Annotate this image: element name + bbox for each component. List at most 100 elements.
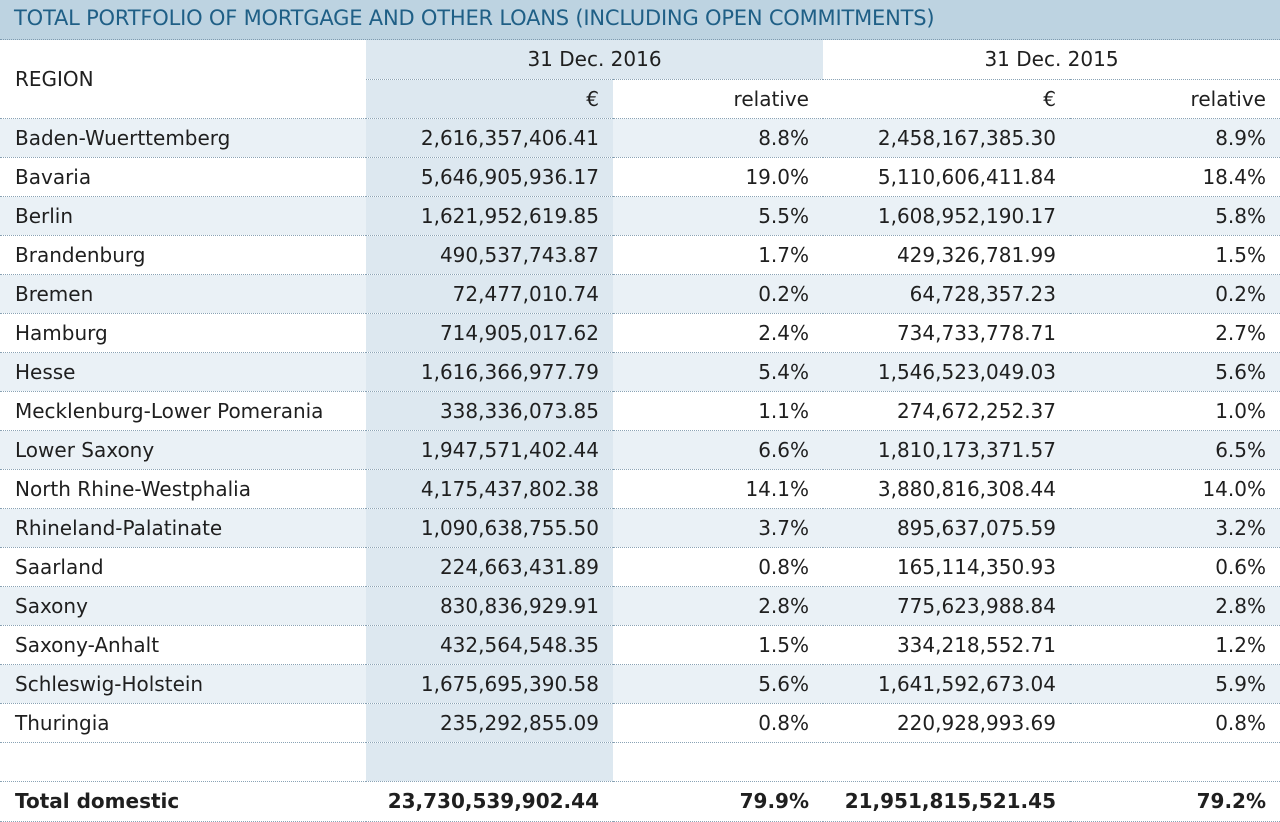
eur-2015-cell: 274,672,252.37 xyxy=(823,391,1070,431)
table-row: North Rhine-Westphalia 4,175,437,802.38 14… xyxy=(0,469,1280,509)
region-name: Saxony xyxy=(0,586,366,626)
eur-2016-cell: 1,616,366,977.79 xyxy=(366,352,613,392)
eur-2015-cell: 220,928,993.69 xyxy=(823,703,1070,743)
table-title: TOTAL PORTFOLIO OF MORTGAGE AND OTHER LO… xyxy=(14,6,935,30)
relative-2016-cell: 0.2% xyxy=(613,274,823,314)
eur-2015-cell: 165,114,350.93 xyxy=(823,547,1070,587)
relative-2015-cell: 14.0% xyxy=(1070,469,1280,509)
spacer-row xyxy=(0,742,1280,782)
relative-2015-cell: 1.2% xyxy=(1070,625,1280,665)
relative-2016-cell: 2.8% xyxy=(613,586,823,626)
relative-2015-cell: 8.9% xyxy=(1070,118,1280,158)
relative-2016-cell: 0.8% xyxy=(613,703,823,743)
relative-2015-header: relative xyxy=(1070,79,1280,119)
relative-2016-cell: 0.8% xyxy=(613,547,823,587)
eur-2016-cell: 235,292,855.09 xyxy=(366,703,613,743)
relative-2015-cell: 0.2% xyxy=(1070,274,1280,314)
table-row: Baden-Wuerttemberg 2,616,357,406.41 8.8% 2,… xyxy=(0,118,1280,158)
eur-2016-cell: 1,090,638,755.50 xyxy=(366,508,613,548)
relative-2015-cell: 1.5% xyxy=(1070,235,1280,275)
table-row: Berlin 1,621,952,619.85 5.5% 1,608,952,190.… xyxy=(0,196,1280,236)
total-row: Total domestic 23,730,539,902.44 79.9% 2… xyxy=(0,781,1280,822)
year-2015-header: 31 Dec. 2015 xyxy=(823,40,1280,80)
relative-2015-cell: 18.4% xyxy=(1070,157,1280,197)
eur-2015-cell: 734,733,778.71 xyxy=(823,313,1070,353)
region-name: Saxony-Anhalt xyxy=(0,625,366,665)
eur-2015-cell: 3,880,816,308.44 xyxy=(823,469,1070,509)
region-name: Hamburg xyxy=(0,313,366,353)
eur-2015-cell: 334,218,552.71 xyxy=(823,625,1070,665)
table-row: Brandenburg 490,537,743.87 1.7% 429,326,781… xyxy=(0,235,1280,275)
year-2016-header: 31 Dec. 2016 xyxy=(366,40,823,80)
relative-2016-cell: 1.1% xyxy=(613,391,823,431)
eur-2016-cell: 4,175,437,802.38 xyxy=(366,469,613,509)
region-name: Saarland xyxy=(0,547,366,587)
eur-2015-cell: 1,641,592,673.04 xyxy=(823,664,1070,704)
region-name: Rhineland-Palatinate xyxy=(0,508,366,548)
relative-2015-cell: 5.6% xyxy=(1070,352,1280,392)
relative-2016-cell: 1.5% xyxy=(613,625,823,665)
relative-2015-cell: 1.0% xyxy=(1070,391,1280,431)
total-label: Total domestic xyxy=(0,781,366,822)
eur-2016-cell: 1,947,571,402.44 xyxy=(366,430,613,470)
relative-2016-cell: 3.7% xyxy=(613,508,823,548)
eur-2016-cell: 1,675,695,390.58 xyxy=(366,664,613,704)
total-relative-2016: 79.9% xyxy=(613,781,823,822)
relative-2016-cell: 6.6% xyxy=(613,430,823,470)
relative-2016-cell: 5.6% xyxy=(613,664,823,704)
relative-2016-cell: 2.4% xyxy=(613,313,823,353)
relative-2016-cell: 19.0% xyxy=(613,157,823,197)
relative-2015-cell: 2.7% xyxy=(1070,313,1280,353)
relative-2015-cell: 3.2% xyxy=(1070,508,1280,548)
table-row: Bremen 72,477,010.74 0.2% 64,728,357.23 0.2% xyxy=(0,274,1280,314)
table-row: Bavaria 5,646,905,936.17 19.0% 5,110,606,41… xyxy=(0,157,1280,197)
total-relative-2015: 79.2% xyxy=(1070,781,1280,822)
relative-2015-cell: 5.9% xyxy=(1070,664,1280,704)
table-row: Saxony-Anhalt 432,564,548.35 1.5% 334,218,5… xyxy=(0,625,1280,665)
eur-2015-cell: 895,637,075.59 xyxy=(823,508,1070,548)
region-column-header: REGION xyxy=(0,40,366,119)
spacer-cell xyxy=(0,742,366,782)
region-name: Brandenburg xyxy=(0,235,366,275)
relative-2015-cell: 6.5% xyxy=(1070,430,1280,470)
relative-2015-cell: 5.8% xyxy=(1070,196,1280,236)
eur-2015-cell: 5,110,606,411.84 xyxy=(823,157,1070,197)
region-name: Bavaria xyxy=(0,157,366,197)
total-eur-2016: 23,730,539,902.44 xyxy=(366,781,613,822)
eur-2015-cell: 64,728,357.23 xyxy=(823,274,1070,314)
eur-2016-cell: 1,621,952,619.85 xyxy=(366,196,613,236)
table-row: Mecklenburg-Lower Pomerania 338,336,073.8… xyxy=(0,391,1280,431)
table-row: Lower Saxony 1,947,571,402.44 6.6% 1,810,17… xyxy=(0,430,1280,470)
region-name: Mecklenburg-Lower Pomerania xyxy=(0,391,366,431)
relative-2016-cell: 5.5% xyxy=(613,196,823,236)
region-name: Hesse xyxy=(0,352,366,392)
relative-2015-cell: 2.8% xyxy=(1070,586,1280,626)
eur-2015-cell: 1,810,173,371.57 xyxy=(823,430,1070,470)
table-row: Schleswig-Holstein 1,675,695,390.58 5.6% 1,… xyxy=(0,664,1280,704)
region-name: Baden-Wuerttemberg xyxy=(0,118,366,158)
currency-2016-header: € xyxy=(366,79,613,119)
table-row: Saarland 224,663,431.89 0.8% 165,114,350.93… xyxy=(0,547,1280,587)
table-row: Rhineland-Palatinate 1,090,638,755.50 3.7%… xyxy=(0,508,1280,548)
eur-2015-cell: 1,546,523,049.03 xyxy=(823,352,1070,392)
region-name: Thuringia xyxy=(0,703,366,743)
eur-2015-cell: 775,623,988.84 xyxy=(823,586,1070,626)
relative-2015-cell: 0.8% xyxy=(1070,703,1280,743)
spacer-cell xyxy=(823,742,1070,782)
relative-2016-header: relative xyxy=(613,79,823,119)
table-row: Saxony 830,836,929.91 2.8% 775,623,988.84 2.… xyxy=(0,586,1280,626)
relative-2016-cell: 14.1% xyxy=(613,469,823,509)
eur-2016-cell: 224,663,431.89 xyxy=(366,547,613,587)
spacer-cell xyxy=(1070,742,1280,782)
header-row-years: REGION 31 Dec. 2016 31 Dec. 2015 xyxy=(0,40,1280,119)
eur-2016-cell: 2,616,357,406.41 xyxy=(366,118,613,158)
table-row: Hamburg 714,905,017.62 2.4% 734,733,778.71 2… xyxy=(0,313,1280,353)
eur-2016-cell: 830,836,929.91 xyxy=(366,586,613,626)
currency-2015-header: € xyxy=(823,79,1070,119)
spacer-cell xyxy=(366,742,613,782)
eur-2016-cell: 432,564,548.35 xyxy=(366,625,613,665)
region-name: Lower Saxony xyxy=(0,430,366,470)
eur-2016-cell: 490,537,743.87 xyxy=(366,235,613,275)
eur-2016-cell: 714,905,017.62 xyxy=(366,313,613,353)
region-name: Bremen xyxy=(0,274,366,314)
